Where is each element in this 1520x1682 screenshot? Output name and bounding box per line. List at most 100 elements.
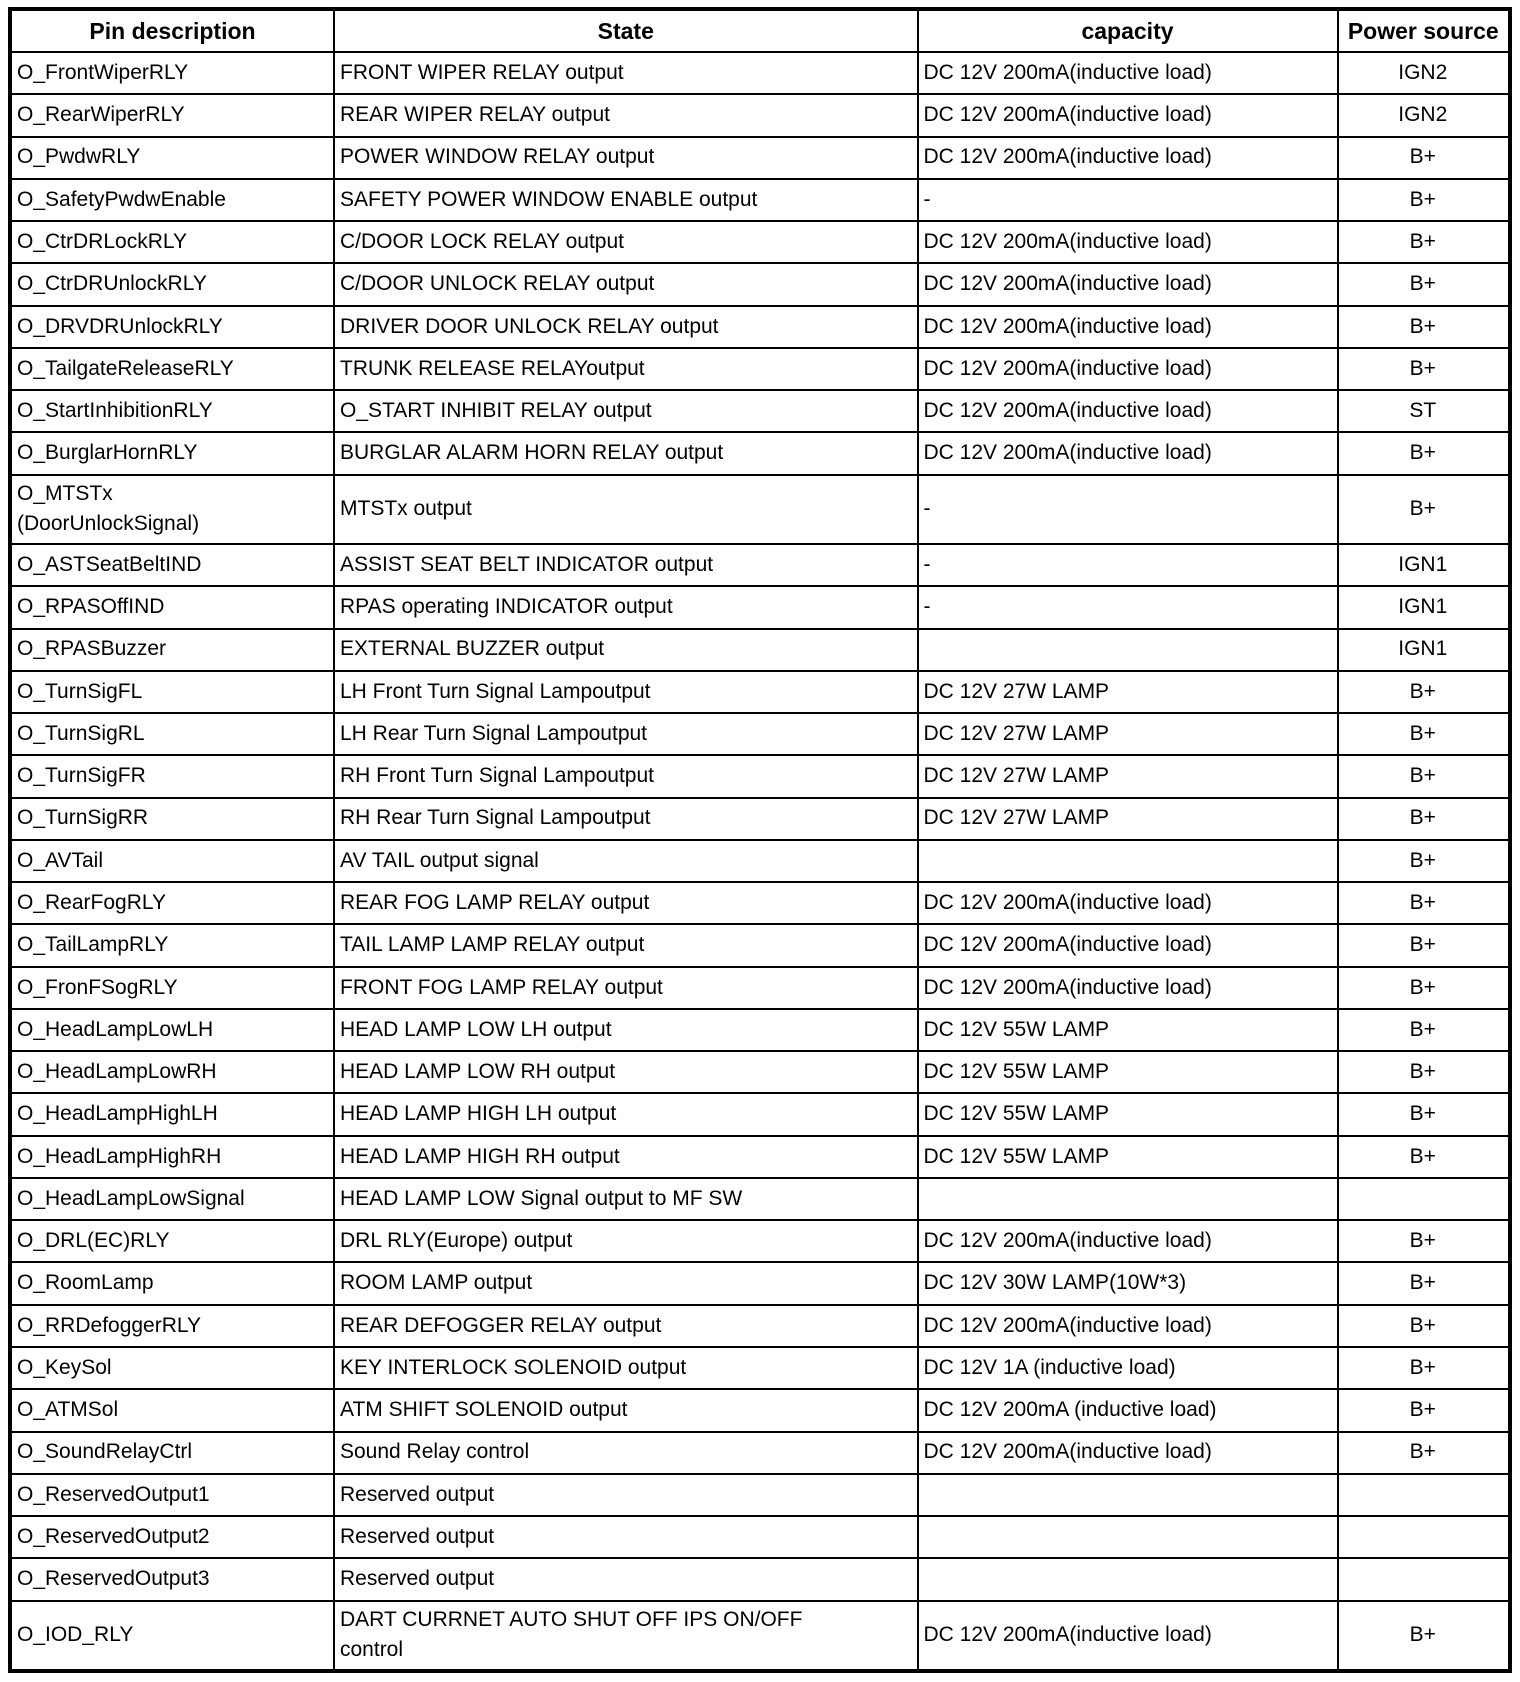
state-cell: REAR DEFOGGER RELAY output xyxy=(333,1303,919,1349)
power-cell: B+ xyxy=(1336,1050,1511,1095)
header-pin-description: Pin description xyxy=(9,8,335,53)
state-cell: RH Front Turn Signal Lampoutput xyxy=(333,754,919,799)
table-row: O_StartInhibitionRLY O_START INHIBIT RELA… xyxy=(9,389,1511,434)
pin-cell: O_FronFSogRLY xyxy=(9,965,335,1010)
state-cell: BURGLAR ALARM HORN RELAY output xyxy=(333,431,919,476)
power-cell: B+ xyxy=(1336,1261,1511,1306)
table-header: Pin description State capacity Power sou… xyxy=(9,8,1511,53)
table-row: O_RRDefoggerRLY REAR DEFOGGER RELAY outpu… xyxy=(9,1303,1511,1349)
table-row: O_RPASOffIND RPAS operating INDICATOR out… xyxy=(9,585,1511,630)
state-cell: REAR FOG LAMP RELAY output xyxy=(333,881,919,926)
table-row: O_HeadLampHighLH HEAD LAMP HIGH LH output… xyxy=(9,1092,1511,1137)
power-cell: B+ xyxy=(1336,796,1511,841)
state-cell: FRONT FOG LAMP RELAY output xyxy=(333,965,919,1010)
pin-cell: O_AVTail xyxy=(9,838,335,884)
pin-cell: O_DRL(EC)RLY xyxy=(9,1219,335,1264)
power-cell: B+ xyxy=(1336,1007,1511,1053)
table-row: O_HeadLampHighRH HEAD LAMP HIGH RH output… xyxy=(9,1134,1511,1179)
capacity-cell: DC 12V 55W LAMP xyxy=(916,1050,1339,1095)
state-cell: DRL RLY(Europe) output xyxy=(333,1219,919,1264)
state-cell: HEAD LAMP LOW RH output xyxy=(333,1050,919,1095)
table-row: O_RoomLamp ROOM LAMP output DC 12V 30W LAM… xyxy=(9,1261,1511,1306)
capacity-cell xyxy=(916,1472,1339,1518)
state-cell: C/DOOR UNLOCK RELAY output xyxy=(333,262,919,307)
power-cell: IGN2 xyxy=(1336,50,1511,96)
power-cell: B+ xyxy=(1336,1092,1511,1137)
capacity-cell: - xyxy=(916,473,1339,545)
pin-cell: O_RRDefoggerRLY xyxy=(9,1303,335,1349)
state-cell: HEAD LAMP LOW Signal output to MF SW xyxy=(333,1176,919,1222)
state-cell: ASSIST SEAT BELT INDICATOR output xyxy=(333,542,919,588)
power-cell: B+ xyxy=(1336,1346,1511,1391)
power-cell: B+ xyxy=(1336,923,1511,968)
state-cell: HEAD LAMP LOW LH output xyxy=(333,1007,919,1053)
state-cell: C/DOOR LOCK RELAY output xyxy=(333,220,919,265)
state-cell: KEY INTERLOCK SOLENOID output xyxy=(333,1346,919,1391)
state-cell: Reserved output xyxy=(333,1472,919,1518)
pin-cell: O_TailLampRLY xyxy=(9,923,335,968)
state-cell: FRONT WIPER RELAY output xyxy=(333,50,919,96)
table-row: O_CtrDRLockRLY C/DOOR LOCK RELAY output DC… xyxy=(9,220,1511,265)
state-cell: AV TAIL output signal xyxy=(333,838,919,884)
power-cell xyxy=(1336,1515,1511,1560)
pin-cell: O_DRVDRUnlockRLY xyxy=(9,304,335,349)
pin-cell: O_RPASOffIND xyxy=(9,585,335,630)
state-cell: REAR WIPER RELAY output xyxy=(333,93,919,138)
table-row: O_FronFSogRLY FRONT FOG LAMP RELAY output… xyxy=(9,965,1511,1010)
capacity-cell xyxy=(916,1176,1339,1222)
pin-cell: O_RPASBuzzer xyxy=(9,627,335,672)
pin-cell: O_StartInhibitionRLY xyxy=(9,389,335,434)
pin-cell: O_FrontWiperRLY xyxy=(9,50,335,96)
power-cell: ST xyxy=(1336,389,1511,434)
capacity-cell: DC 12V 1A (inductive load) xyxy=(916,1346,1339,1391)
state-cell: LH Rear Turn Signal Lampoutput xyxy=(333,712,919,757)
power-cell: B+ xyxy=(1336,881,1511,926)
table-row: O_TurnSigFR RH Front Turn Signal Lampoutp… xyxy=(9,754,1511,799)
pin-cell: O_RoomLamp xyxy=(9,1261,335,1306)
power-cell: B+ xyxy=(1336,1430,1511,1475)
capacity-cell: DC 12V 27W LAMP xyxy=(916,754,1339,799)
capacity-cell: DC 12V 200mA(inductive load) xyxy=(916,220,1339,265)
capacity-cell: - xyxy=(916,585,1339,630)
table-row: O_ATMSol ATM SHIFT SOLENOID output DC 12V … xyxy=(9,1388,1511,1433)
capacity-cell: DC 12V 27W LAMP xyxy=(916,669,1339,715)
table-row: O_IOD_RLY DART CURRNET AUTO SHUT OFF IPS … xyxy=(9,1599,1511,1673)
pin-cell: O_TurnSigRL xyxy=(9,712,335,757)
pin-cell: O_HeadLampLowRH xyxy=(9,1050,335,1095)
table-row: O_ASTSeatBeltIND ASSIST SEAT BELT INDICAT… xyxy=(9,542,1511,588)
table-row: O_ReservedOutput3 Reserved output xyxy=(9,1557,1511,1602)
capacity-cell: DC 12V 200mA(inductive load) xyxy=(916,304,1339,349)
table-row: O_ReservedOutput1 Reserved output xyxy=(9,1472,1511,1518)
capacity-cell: - xyxy=(916,177,1339,223)
pin-cell: O_TailgateReleaseRLY xyxy=(9,346,335,392)
power-cell: B+ xyxy=(1336,965,1511,1010)
table-row: O_HeadLampLowRH HEAD LAMP LOW RH output DC… xyxy=(9,1050,1511,1095)
header-row: Pin description State capacity Power sou… xyxy=(9,8,1511,53)
state-cell: Sound Relay control xyxy=(333,1430,919,1475)
capacity-cell xyxy=(916,1515,1339,1560)
pin-cell: O_RearFogRLY xyxy=(9,881,335,926)
capacity-cell: DC 12V 200mA(inductive load) xyxy=(916,50,1339,96)
power-cell xyxy=(1336,1557,1511,1602)
state-cell: Reserved output xyxy=(333,1515,919,1560)
capacity-cell: DC 12V 200mA(inductive load) xyxy=(916,1430,1339,1475)
state-cell: MTSTx output xyxy=(333,473,919,545)
pin-cell: O_HeadLampHighLH xyxy=(9,1092,335,1137)
capacity-cell: DC 12V 200mA(inductive load) xyxy=(916,1219,1339,1264)
capacity-cell: DC 12V 200mA(inductive load) xyxy=(916,262,1339,307)
power-cell: IGN1 xyxy=(1336,542,1511,588)
pin-cell: O_RearWiperRLY xyxy=(9,93,335,138)
power-cell: B+ xyxy=(1336,304,1511,349)
state-cell: DRIVER DOOR UNLOCK RELAY output xyxy=(333,304,919,349)
table-row: O_PwdwRLY POWER WINDOW RELAY output DC 12V… xyxy=(9,135,1511,180)
pin-cell: O_TurnSigFR xyxy=(9,754,335,799)
state-cell: EXTERNAL BUZZER output xyxy=(333,627,919,672)
capacity-cell: - xyxy=(916,542,1339,588)
power-cell: B+ xyxy=(1336,669,1511,715)
pin-cell: O_SafetyPwdwEnable xyxy=(9,177,335,223)
pin-cell: O_CtrDRLockRLY xyxy=(9,220,335,265)
power-cell: B+ xyxy=(1336,177,1511,223)
table-row: O_SafetyPwdwEnable SAFETY POWER WINDOW EN… xyxy=(9,177,1511,223)
table-row: O_FrontWiperRLY FRONT WIPER RELAY output D… xyxy=(9,50,1511,96)
table-row: O_DRVDRUnlockRLY DRIVER DOOR UNLOCK RELAY… xyxy=(9,304,1511,349)
